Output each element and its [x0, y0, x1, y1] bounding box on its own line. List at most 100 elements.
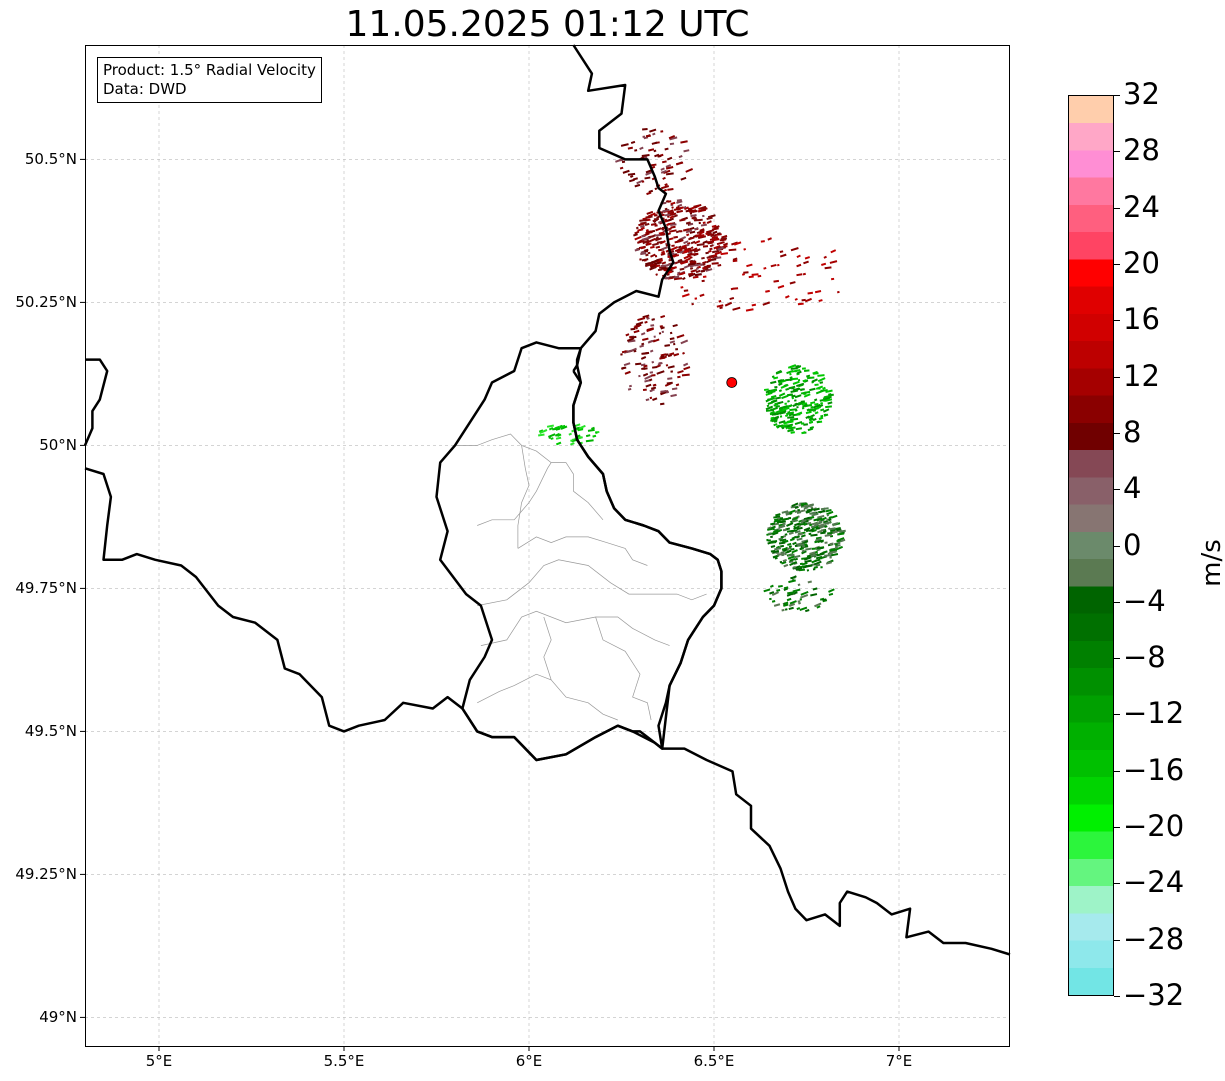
echo-pixel	[787, 364, 796, 369]
echo-pixel	[687, 262, 696, 266]
echo-pixel	[592, 434, 597, 438]
echo-pixel	[701, 256, 705, 260]
colorbar-tick-mark	[1114, 883, 1120, 885]
echo-pixel	[797, 600, 801, 603]
echo-pixel	[789, 408, 797, 412]
echo-pixel	[779, 250, 784, 253]
echo-pixel	[671, 387, 678, 391]
echo-pixel	[649, 128, 657, 133]
echo-pixel	[702, 205, 707, 209]
echo-pixel	[642, 337, 649, 341]
echo-pixel	[743, 271, 749, 274]
echo-pixel	[820, 507, 829, 511]
echo-pixel	[779, 544, 785, 548]
echo-pixel	[812, 587, 818, 591]
echo-pixel	[570, 439, 574, 442]
echo-pixel	[679, 267, 685, 271]
echo-pixel	[810, 593, 818, 597]
echo-pixel	[670, 223, 677, 227]
echo-pixel	[809, 523, 813, 527]
echo-pixel	[700, 269, 706, 273]
national-border	[83, 358, 109, 446]
echo-pixel	[775, 409, 783, 414]
echo-pixel	[688, 272, 694, 276]
echo-pixel	[777, 400, 784, 405]
echo-pixel	[784, 552, 787, 556]
echo-pixel	[681, 373, 690, 377]
echo-pixel	[661, 267, 669, 270]
echo-pixel	[782, 528, 787, 532]
echo-pixel	[641, 234, 646, 238]
echo-pixel	[690, 246, 694, 250]
echo-pixel	[786, 592, 794, 597]
echo-pixel	[546, 424, 555, 428]
echo-pixel	[818, 299, 823, 303]
echo-pixel	[662, 208, 670, 213]
echo-pixel	[831, 552, 839, 557]
echo-pixel	[787, 416, 795, 419]
echo-pixel	[792, 588, 801, 593]
echo-pixel	[642, 372, 649, 377]
canton-border	[595, 616, 652, 721]
echo-pixel	[812, 525, 819, 530]
echo-pixel	[792, 566, 796, 569]
echo-pixel	[786, 522, 794, 527]
echo-pixel	[801, 367, 806, 370]
echo-pixel	[694, 227, 699, 231]
echo-pixel	[829, 542, 834, 546]
echo-pixel	[777, 520, 781, 524]
echo-pixel	[773, 415, 780, 420]
echo-pixel	[823, 521, 830, 526]
echo-pixel	[827, 527, 831, 530]
echo-pixel	[815, 385, 824, 390]
colorbar-tick-label: −16	[1123, 752, 1185, 787]
canton-border	[543, 616, 552, 681]
echo-pixel	[666, 262, 672, 267]
echo-pixel	[547, 433, 556, 438]
echo-pixel	[782, 406, 790, 411]
echo-pixel	[733, 241, 742, 246]
echo-pixel	[702, 263, 706, 266]
echo-pixel	[644, 222, 650, 227]
echo-pixel	[672, 323, 678, 328]
echo-pixel	[796, 406, 799, 409]
echo-pixel	[829, 548, 836, 552]
echo-pixel	[664, 213, 671, 217]
echo-pixel	[664, 207, 668, 211]
echo-pixel	[817, 377, 826, 383]
echo-pixel	[645, 253, 649, 257]
echo-pixel	[585, 439, 594, 443]
echo-pixel	[555, 436, 562, 440]
echo-pixel	[708, 249, 712, 253]
echo-pixel	[819, 381, 824, 384]
echo-pixel	[647, 339, 653, 344]
echo-pixel	[660, 259, 664, 262]
echo-pixel	[781, 405, 788, 410]
product-label: Product: 1.5° Radial Velocity	[103, 61, 316, 79]
echo-pixel	[633, 349, 637, 353]
echo-pixel	[821, 262, 827, 266]
echo-pixel	[773, 376, 779, 380]
echo-pixel	[657, 268, 663, 272]
echo-pixel	[778, 420, 786, 424]
x-tick-label: 6.5°E	[693, 1052, 735, 1070]
echo-pixel	[791, 535, 797, 540]
echo-pixel	[668, 134, 676, 140]
echo-pixel	[791, 575, 797, 580]
echo-pixel	[694, 205, 698, 209]
echo-pixel	[665, 164, 672, 168]
echo-pixel	[796, 537, 803, 541]
echo-pixel	[777, 517, 781, 520]
echo-pixel	[675, 383, 680, 387]
echo-pixel	[711, 249, 720, 254]
echo-pixel	[634, 323, 642, 328]
echo-pixel	[829, 527, 836, 531]
echo-pixel	[732, 257, 738, 261]
echo-pixel	[778, 584, 783, 588]
echo-pixel	[635, 321, 644, 326]
echo-pixel	[777, 552, 785, 556]
echo-pixel	[815, 563, 821, 567]
echo-pixel	[713, 244, 721, 250]
echo-pixel	[812, 568, 816, 571]
